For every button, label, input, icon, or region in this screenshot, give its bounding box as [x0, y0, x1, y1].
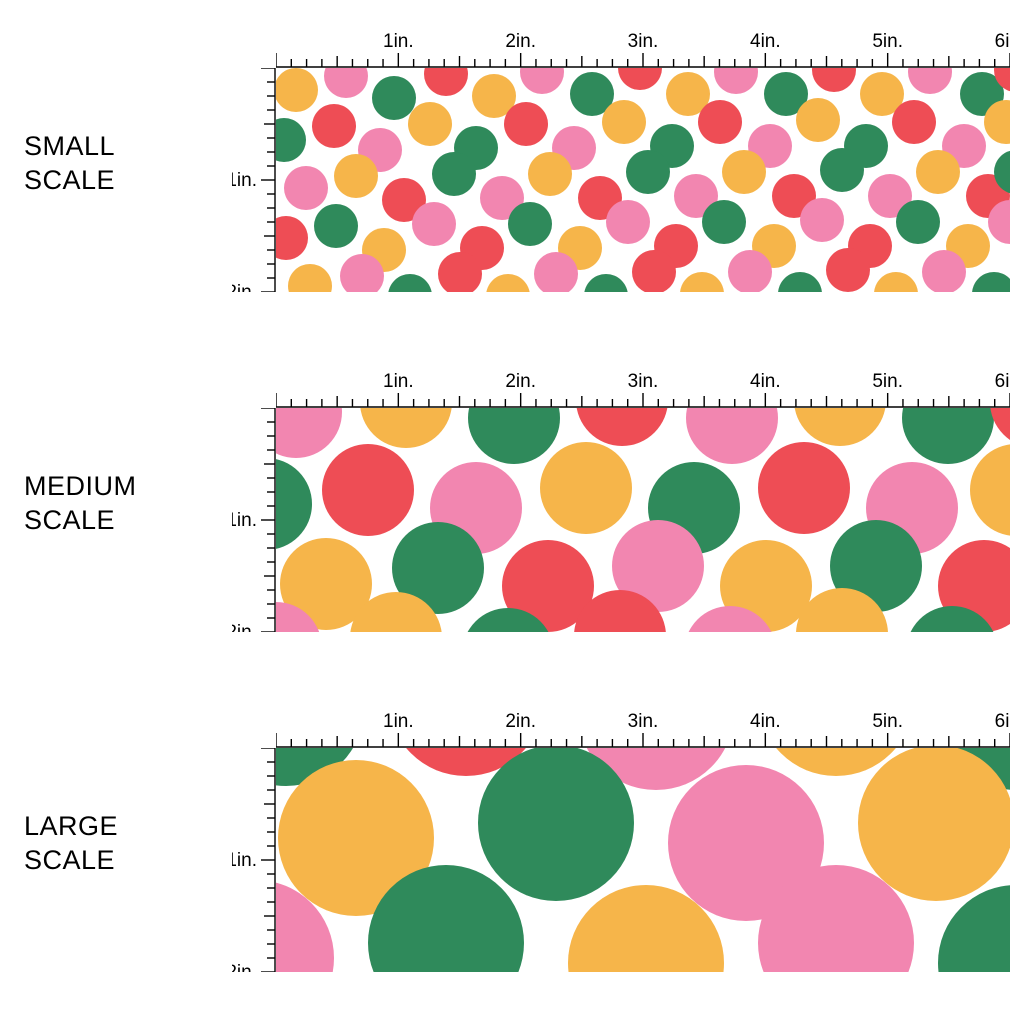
svg-text:2in.: 2in. — [505, 371, 536, 392]
svg-text:5in.: 5in. — [872, 371, 903, 392]
medium-pattern-swatch — [276, 408, 1010, 632]
small-scale-label: SMALLSCALE — [24, 130, 115, 198]
large-ruler-horizontal: 1in. 2in. 3in. 4in. 5in. 6in. — [276, 704, 1010, 748]
svg-text:1in.: 1in. — [232, 510, 257, 531]
svg-text:4in.: 4in. — [750, 371, 781, 392]
svg-text:6in.: 6in. — [995, 371, 1010, 392]
large-pattern-swatch — [276, 748, 1010, 972]
svg-text:1in.: 1in. — [232, 170, 257, 191]
svg-text:6in.: 6in. — [995, 31, 1010, 52]
svg-text:3in.: 3in. — [628, 371, 659, 392]
large-scale-label: LARGESCALE — [24, 810, 118, 878]
svg-text:2in.: 2in. — [505, 31, 536, 52]
svg-text:2in.: 2in. — [232, 962, 257, 972]
svg-text:2in.: 2in. — [232, 622, 257, 632]
svg-text:1in.: 1in. — [383, 31, 414, 52]
svg-text:2in.: 2in. — [232, 282, 257, 292]
medium-ruler-vertical: 1in. 2in. — [232, 408, 276, 632]
scale-comparison-diagram: SMALLSCALE 1in. 2in. 3in. 4in. 5in. 6in. 1in. 2i… — [0, 0, 1024, 1024]
small-pattern-swatch — [276, 68, 1010, 292]
svg-text:4in.: 4in. — [750, 31, 781, 52]
svg-text:1in.: 1in. — [383, 371, 414, 392]
small-ruler-vertical: 1in. 2in. — [232, 68, 276, 292]
svg-text:1in.: 1in. — [383, 711, 414, 732]
medium-ruler-horizontal: 1in. 2in. 3in. 4in. 5in. 6in. — [276, 364, 1010, 408]
svg-text:2in.: 2in. — [505, 711, 536, 732]
svg-text:6in.: 6in. — [995, 711, 1010, 732]
svg-text:5in.: 5in. — [872, 31, 903, 52]
medium-scale-label: MEDIUMSCALE — [24, 470, 137, 538]
svg-text:3in.: 3in. — [628, 711, 659, 732]
large-ruler-vertical: 1in. 2in. — [232, 748, 276, 972]
svg-text:4in.: 4in. — [750, 711, 781, 732]
svg-text:3in.: 3in. — [628, 31, 659, 52]
small-ruler-horizontal: 1in. 2in. 3in. 4in. 5in. 6in. — [276, 24, 1010, 68]
svg-text:1in.: 1in. — [232, 850, 257, 871]
svg-text:5in.: 5in. — [872, 711, 903, 732]
